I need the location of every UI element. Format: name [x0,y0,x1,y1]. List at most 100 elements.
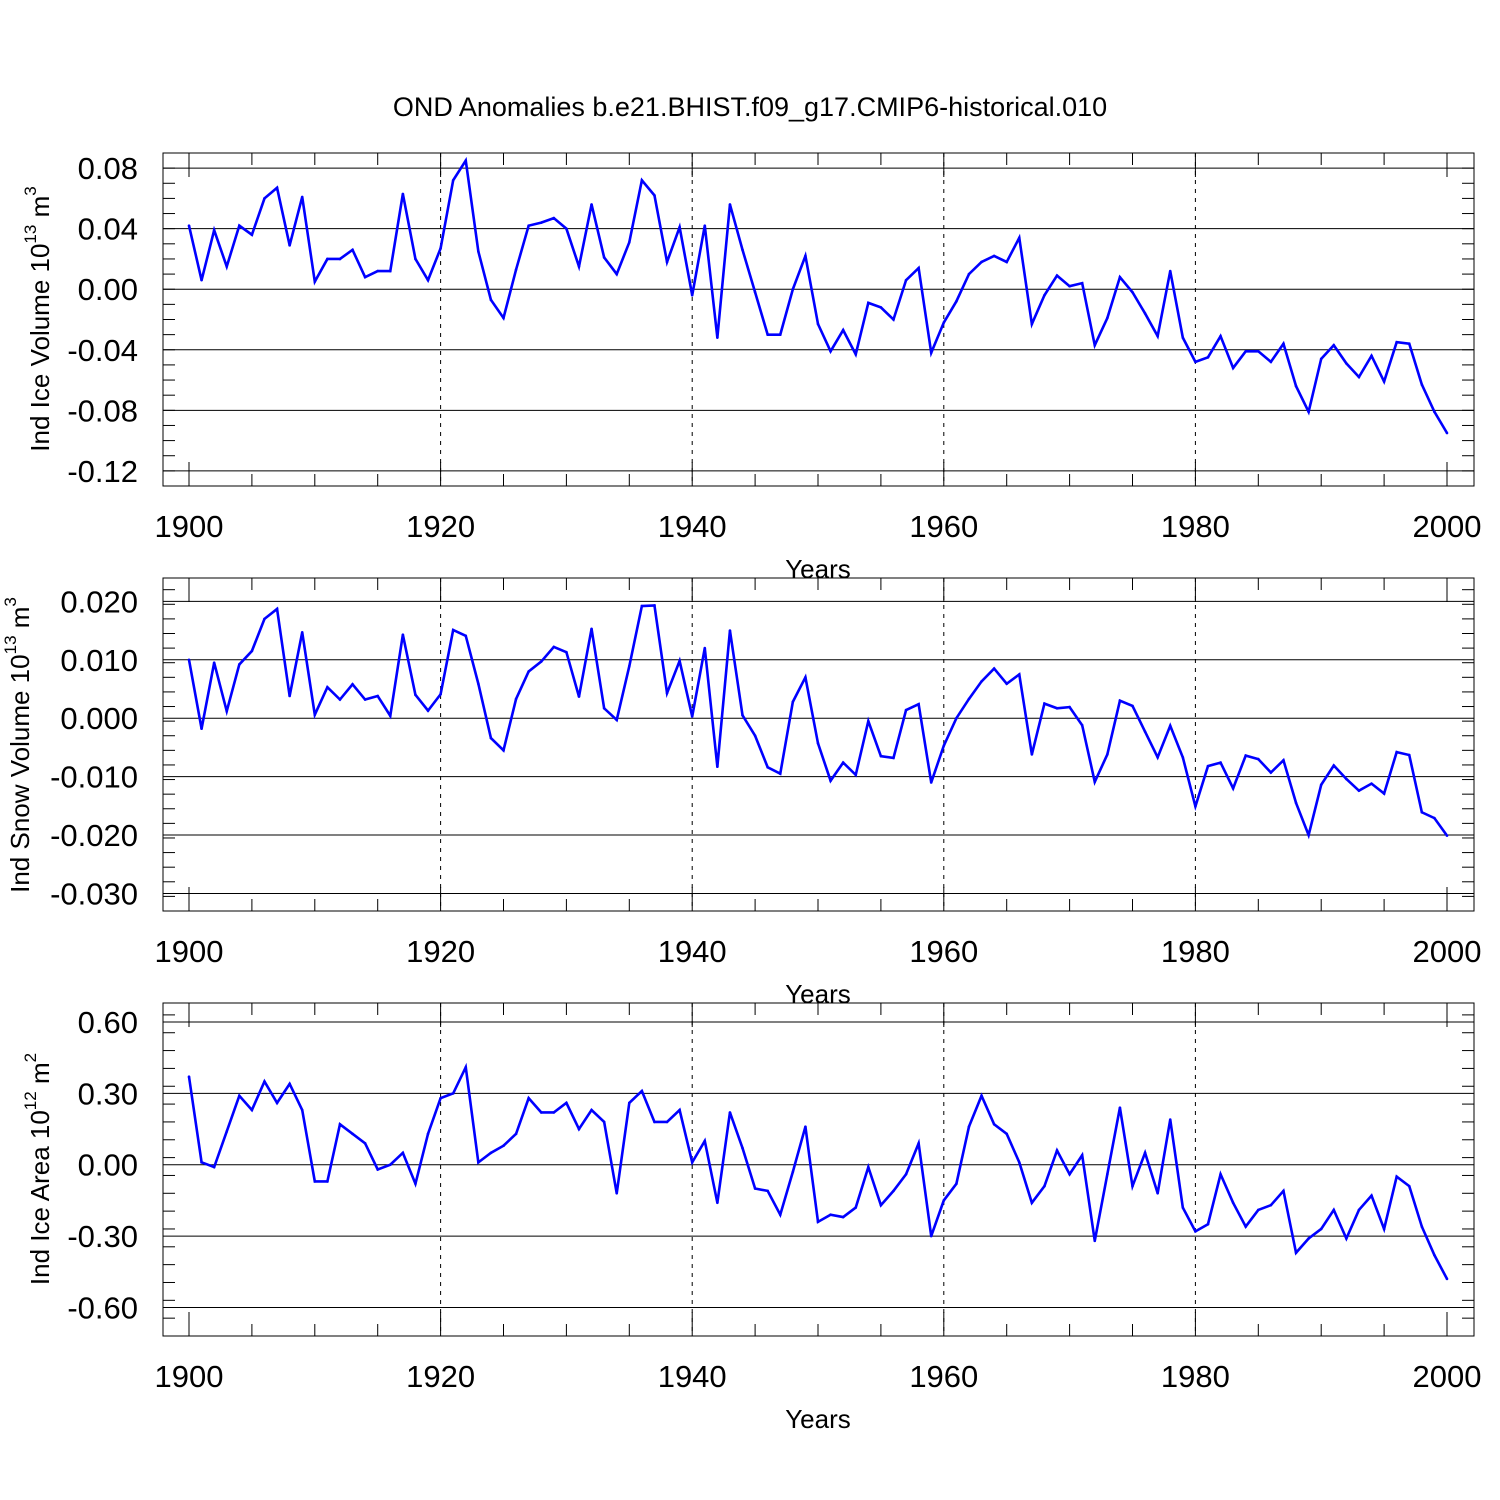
data-point [426,709,430,712]
data-point [300,1108,304,1112]
data-point [804,254,807,258]
data-point [300,631,304,634]
data-point [363,275,367,279]
data-point [477,1161,480,1164]
data-point [1017,673,1021,676]
data-point [716,1201,719,1205]
data-point [388,1163,392,1167]
data-point [225,265,229,268]
data-point [1445,834,1449,837]
data-point [716,336,719,339]
data-point [929,1234,933,1238]
data-point [1055,274,1059,277]
data-point [326,685,329,689]
data-point [615,718,619,722]
data-point [628,241,631,244]
data-point [1219,761,1222,764]
data-point [955,1182,958,1186]
data-point [879,306,883,309]
data-point [1382,1227,1386,1231]
data-point [565,227,568,230]
data-point [552,645,556,649]
data-point [502,1144,505,1148]
data-point [1030,322,1034,326]
data-point [854,1206,858,1209]
data-point [1282,342,1285,346]
data-point [1357,375,1361,379]
data-point [514,1132,518,1136]
data-point [351,1132,354,1136]
data-point [288,244,291,247]
data-point [1407,342,1411,346]
data-point [1307,1237,1310,1240]
data-point [1370,1194,1373,1197]
data-point [1030,1201,1034,1205]
data-point [653,1120,656,1124]
data-point [1357,789,1361,792]
data-point [640,178,644,182]
data-point [388,714,392,718]
data-point [1294,384,1298,388]
data-point [653,194,656,197]
y-tick-label: 0.000 [60,701,138,736]
data-point [1005,260,1008,264]
data-point [1017,236,1021,240]
data-point [628,1101,631,1105]
data-point [313,1180,317,1183]
data-point [967,1125,971,1128]
data-point [1395,340,1398,344]
data-point [263,617,266,621]
data-point [1156,756,1159,759]
data-point [955,716,958,720]
data-point [1219,1172,1222,1176]
data-point [1055,706,1059,710]
data-point [841,761,845,764]
y-tick-label: 0.04 [78,212,138,247]
data-point [288,1082,291,1086]
x-tick-label: 1900 [155,509,224,544]
data-point [212,661,216,665]
data-point [238,224,241,227]
data-point [212,1165,216,1169]
data-point [238,663,241,666]
data-point [514,697,518,701]
data-point [414,257,417,261]
data-point [615,272,619,276]
data-point [426,278,430,282]
data-point [1420,383,1424,386]
data-point [1118,699,1122,702]
data-point [867,301,870,305]
data-point [1395,750,1398,754]
data-point [879,1203,883,1207]
data-point [942,744,946,747]
x-tick-label: 2000 [1413,509,1482,544]
data-point [728,203,732,206]
data-point [539,660,543,663]
data-point [753,1187,757,1190]
data-point [804,1125,807,1128]
data-point [778,772,782,776]
data-point [678,1108,681,1112]
data-point [1294,801,1298,805]
data-point [351,683,354,686]
y-tick-label: -0.12 [67,454,138,489]
x-tick-label: 1980 [1161,1359,1230,1394]
data-point [1231,787,1235,790]
data-point [313,280,317,283]
data-point [1106,753,1109,756]
chart-title: OND Anomalies b.e21.BHIST.f09_g17.CMIP6-… [393,92,1107,122]
data-point [275,1101,279,1105]
data-point [1068,284,1071,288]
data-point [1319,1227,1323,1231]
data-point [1332,764,1336,767]
data-point [955,300,958,303]
data-point [917,266,920,270]
data-point [464,159,468,162]
y-axis-label: Ind Snow Volume 1013 m3 [1,597,34,893]
data-point [338,257,342,261]
data-point [225,709,229,713]
data-point [1118,275,1122,279]
data-point [678,659,681,663]
data-point [1194,1230,1197,1233]
data-point [929,351,933,355]
